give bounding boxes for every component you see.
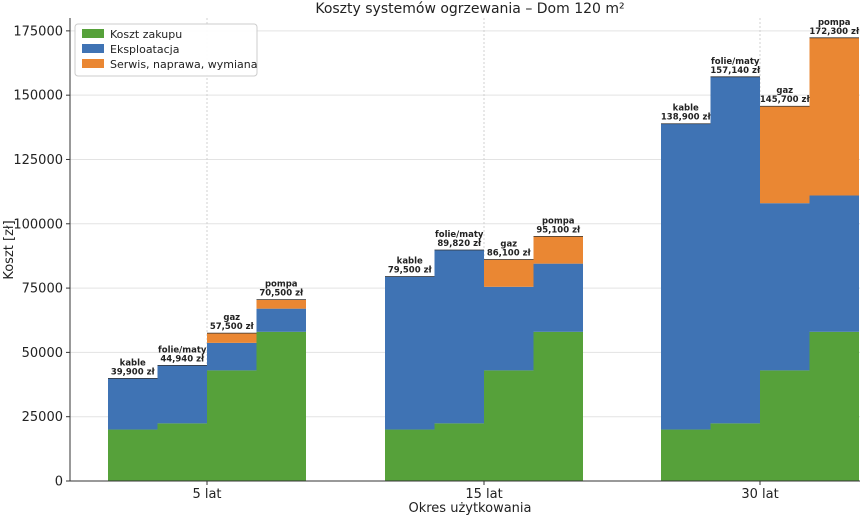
bar-label-system: gaz [500, 240, 517, 250]
bar-label-system: folie/maty [711, 57, 760, 67]
bar-segment [434, 423, 484, 481]
bar-label-value: 89,820 zł [437, 239, 482, 249]
legend-swatch [82, 44, 104, 53]
bar-label-value: 57,500 zł [210, 322, 255, 332]
bar-segment [108, 378, 158, 430]
x-tick-label: 30 lat [741, 487, 778, 502]
bar-label-value: 95,100 zł [536, 225, 581, 235]
bar-segment [207, 370, 257, 481]
bar-segment [385, 429, 435, 481]
x-tick-label: 5 lat [192, 487, 221, 502]
bar-segment [484, 370, 534, 481]
y-tick-label: 50000 [22, 346, 63, 361]
bar-label-value: 44,940 zł [160, 354, 205, 364]
bar-label-value: 79,500 zł [388, 266, 433, 276]
y-axis-title: Koszt [zł] [2, 220, 17, 279]
bar-segment [207, 342, 257, 371]
bar-label-system: folie/maty [435, 230, 484, 240]
bar-segment [533, 263, 583, 332]
bar-label-system: pompa [265, 280, 298, 290]
bar-segment [256, 331, 306, 481]
bar-segment [760, 106, 810, 204]
y-tick-label: 25000 [22, 410, 63, 425]
y-tick-label: 175000 [13, 24, 63, 39]
bar-segment [809, 195, 859, 332]
bar-label-system: kable [397, 257, 423, 267]
bar-segment [533, 236, 583, 264]
bar-label-value: 39,900 zł [111, 367, 156, 377]
bar-segment [385, 276, 435, 430]
bar-segment [760, 370, 810, 481]
bar-label-system: pompa [542, 216, 575, 226]
legend-label: Eksploatacja [110, 43, 179, 56]
x-axis-title: Okres użytkowania [408, 501, 531, 516]
bar-segment [760, 203, 810, 371]
bar-label-value: 138,900 zł [661, 113, 712, 123]
y-tick-label: 100000 [13, 217, 63, 232]
bar-segment [108, 429, 158, 481]
legend-label: Koszt zakupu [110, 28, 182, 41]
bar-segment [809, 331, 859, 481]
y-tick-label: 75000 [22, 282, 63, 297]
bar-segment [256, 299, 306, 309]
bar-label-value: 157,140 zł [710, 66, 761, 76]
bar-segment [809, 37, 859, 196]
bar-label-system: folie/maty [158, 345, 207, 355]
y-tick-label: 125000 [13, 153, 63, 168]
bar-label-value: 70,500 zł [259, 289, 304, 299]
bar-segment [710, 76, 760, 424]
bar-label-system: gaz [776, 86, 793, 96]
legend: Koszt zakupu Eksploatacja Serwis, naprawa,… [74, 23, 258, 77]
legend-swatch [82, 59, 104, 68]
bar-label-system: gaz [223, 313, 240, 323]
bar-label-value: 145,700 zł [760, 95, 811, 105]
bar-segment [256, 308, 306, 332]
bar-label-system: kable [120, 358, 146, 368]
bar-label-system: pompa [818, 18, 851, 28]
bars-layer [108, 37, 859, 481]
bar-segment [157, 365, 207, 424]
bar-segment [157, 423, 207, 481]
x-tick-label: 15 lat [465, 487, 502, 502]
bar-segment [533, 331, 583, 481]
bar-segment [484, 286, 534, 371]
legend-swatch [82, 29, 104, 38]
chart-title: Koszty systemów ogrzewania – Dom 120 m² [315, 1, 624, 17]
axes-layer: 0 25000 50000 75000 100000 125000 150000 175000… [13, 18, 860, 502]
bar-segment [484, 259, 534, 287]
legend-label: Serwis, naprawa, wymiana [110, 58, 257, 71]
bar-label-value: 86,100 zł [487, 249, 532, 259]
bar-segment [434, 249, 484, 424]
y-tick-label: 0 [55, 475, 63, 490]
bar-segment [661, 429, 711, 481]
legend-box [74, 23, 258, 77]
bar-label-value: 172,300 zł [809, 27, 860, 37]
bar-label-system: kable [673, 104, 699, 114]
y-tick-label: 150000 [13, 89, 63, 104]
bar-segment [207, 333, 257, 343]
bar-segment [710, 423, 760, 481]
bar-segment [661, 123, 711, 430]
